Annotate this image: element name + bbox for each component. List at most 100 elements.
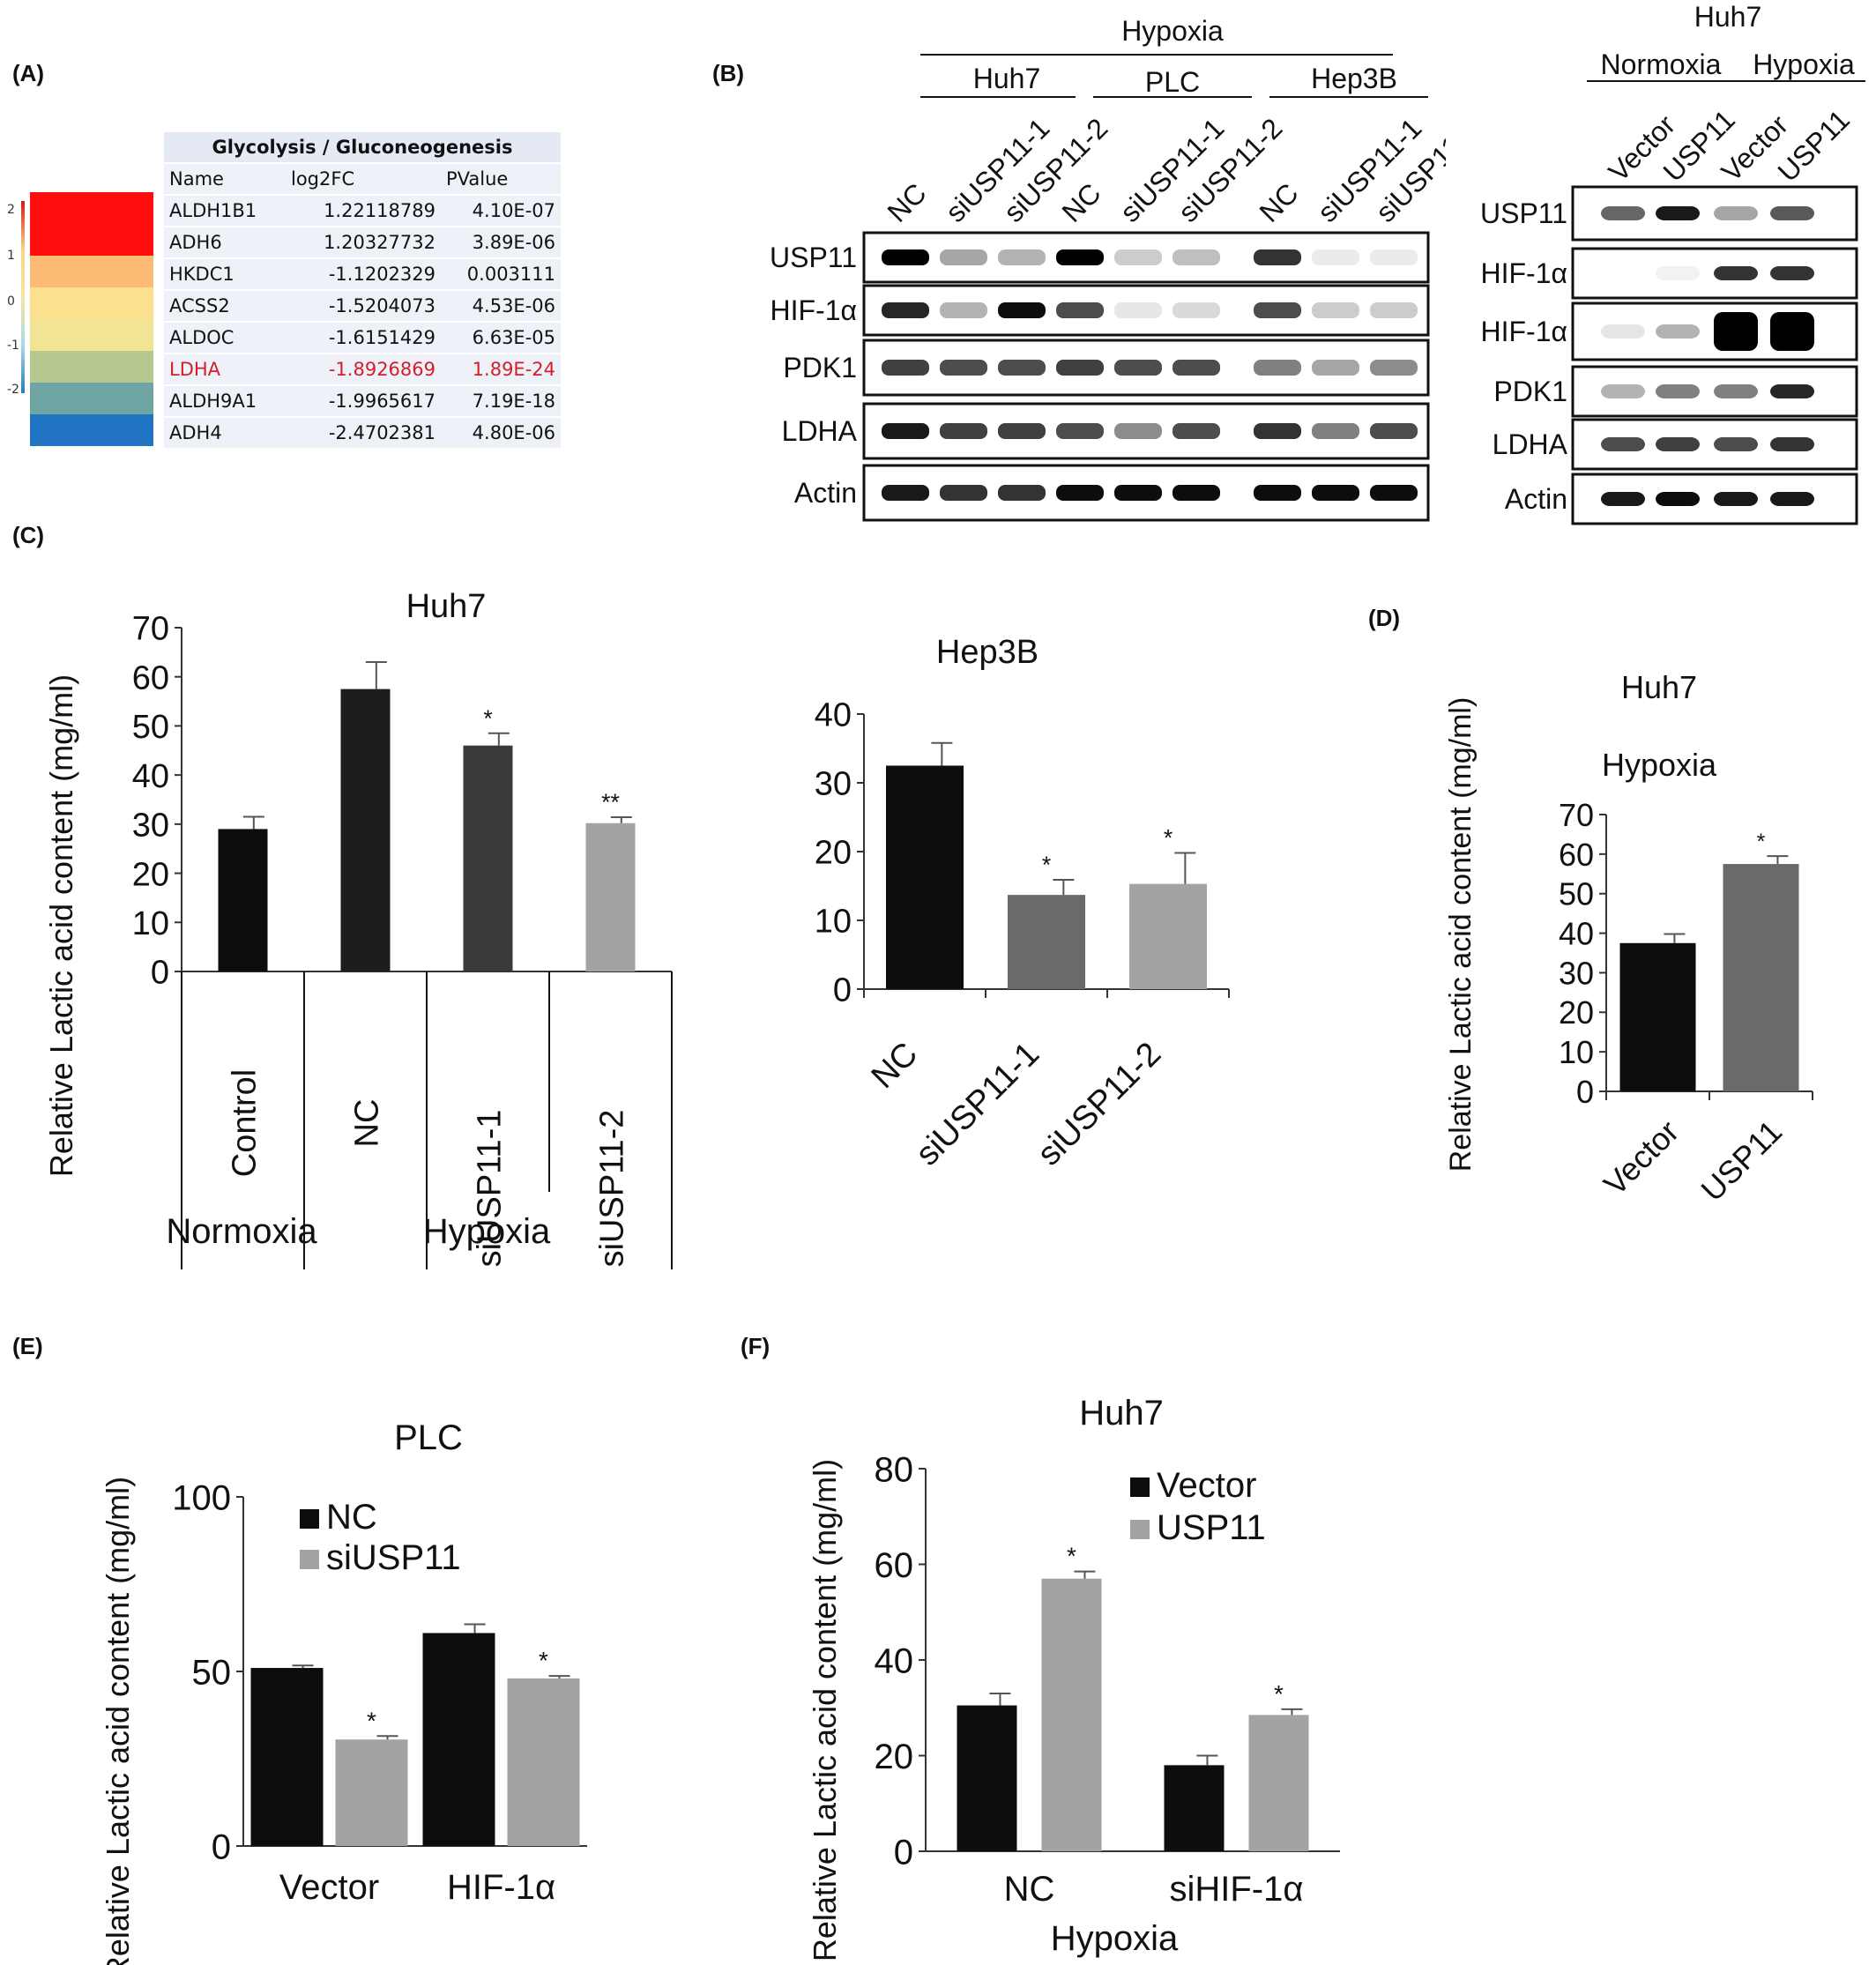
blot-band [998,485,1046,501]
log2fc-value: -1.1202329 [286,258,441,291]
blot-band [1114,360,1162,376]
heatmap-cell [30,256,153,287]
y-tick-label: 60 [1559,837,1594,873]
group-label: PLC [1145,66,1200,98]
table-row: LDHA -1.8926869 1.89E-24 [164,354,561,386]
blot-band [940,302,987,318]
gene-name: HKDC1 [164,258,286,291]
table-row: HKDC1 -1.1202329 0.003111 [164,258,561,291]
bar [1129,883,1207,989]
cell-line-label: Huh7 [1694,1,1762,33]
blot-band [1312,360,1359,376]
y-tick-label: 40 [875,1641,914,1680]
blot-band [998,423,1046,439]
log2fc-value: -1.5204073 [286,290,441,323]
pvalue-value: 4.53E-06 [441,290,561,323]
heatmap-cell [30,319,153,351]
blot-band [1601,437,1645,451]
y-axis-label: Relative Lactic acid content (mg/ml) [43,674,79,1177]
bar [218,829,268,971]
gene-name: LDHA [164,354,286,386]
blot-row-label: HIF-1α [770,294,858,326]
blot-band [1770,312,1814,351]
y-tick-label: 30 [815,766,852,803]
blot-row-label: USP11 [770,242,857,273]
blot-band [1056,360,1104,376]
chart-title: Huh7 [1079,1394,1164,1433]
blot-band [1312,302,1359,318]
blot-band [1056,423,1104,439]
log2fc-value: 1.20327732 [286,227,441,259]
category-label: Vector [1597,1113,1686,1202]
significance-marker: * [1757,830,1766,854]
table-row: ADH4 -2.4702381 4.80E-06 [164,417,561,450]
scale-tick: -1 [7,339,19,353]
category-label: siHIF-1α [1169,1870,1303,1909]
chart-title: Huh7 [406,588,487,625]
lane-label: NC [881,177,932,228]
chart-e-plc: 0 50 100 PLC Relative Lactic acid content (m… [100,1418,587,1965]
y-axis-label: Relative Lactic acid content (mg/ml) [1444,697,1478,1172]
blot-band [1601,384,1645,398]
gene-name: ADH4 [164,417,286,450]
blot-band [1770,206,1814,220]
blot-band [1172,249,1220,265]
category-label: Vector [279,1868,379,1907]
blot-band [1656,266,1700,280]
legend-label: Vector [1157,1466,1256,1505]
blot-band [1370,360,1418,376]
bar [886,765,964,989]
scale-tick: 1 [7,249,15,263]
blot-band [882,249,929,265]
panel-label-b: (B) [712,60,745,86]
heatmap-cell [30,383,153,414]
blot-band [940,249,987,265]
legend-label: USP11 [1157,1508,1266,1547]
table-row: ALDOC -1.6151429 6.63E-05 [164,322,561,354]
blot-band [1370,423,1418,439]
table-title: Glycolysis / Gluconeogenesis [164,132,561,164]
bar [1248,1715,1309,1851]
table-row: ALDH1B1 1.22118789 4.10E-07 [164,195,561,227]
heatmap-cell [30,287,153,319]
y-tick-label: 20 [132,856,169,893]
group-label: Hep3B [1311,63,1397,94]
heatmap-cell [30,351,153,383]
blot-band [882,360,929,376]
category-label: USP11 [1694,1113,1789,1209]
table-row: ALDH9A1 -1.9965617 7.19E-18 [164,385,561,418]
blot-band [1114,423,1162,439]
blot-band [1714,492,1758,506]
blot-row-label: USP11 [1480,197,1567,229]
chart-c-hep3b: 0 10 20 30 40 Hep3B NC * siUSP11-1 * siUSP11-2 [815,634,1230,1173]
column-header: log2FC [286,163,441,196]
panel-label-f: (F) [741,1333,770,1359]
y-tick-label: 50 [192,1653,232,1692]
blot-band [1254,485,1301,501]
blot-band [1114,249,1162,265]
significance-marker: * [1067,1543,1076,1570]
blot-band [1656,206,1700,220]
y-tick-label: 40 [1559,916,1594,952]
y-tick-label: 20 [875,1738,914,1776]
blot-band [1114,485,1162,501]
heatmap-scale-bar [21,201,25,393]
blot-band [1370,249,1418,265]
chart-c-huh7: 0 10 20 30 40 50 60 70 Huh7 Relative Lactic acid … [43,588,673,1269]
scale-tick: -2 [7,383,19,397]
significance-marker: ** [601,789,620,815]
heatmap-column [30,192,153,446]
significance-marker: * [1164,825,1172,852]
group-label: Huh7 [973,63,1041,94]
x-axis-label: Hypoxia [1051,1919,1179,1958]
blot-band [1056,249,1104,265]
blot-band [1770,437,1814,451]
blot-band [1056,302,1104,318]
panel-label-c: (C) [12,522,45,548]
blot-band [1254,423,1301,439]
y-axis-label: Relative Lactic acid content (mg/ml) [100,1477,136,1965]
legend-swatch [1130,1520,1150,1539]
blot-band [998,249,1046,265]
significance-marker: * [1274,1680,1284,1708]
blot-row-label: LDHA [1493,428,1568,460]
